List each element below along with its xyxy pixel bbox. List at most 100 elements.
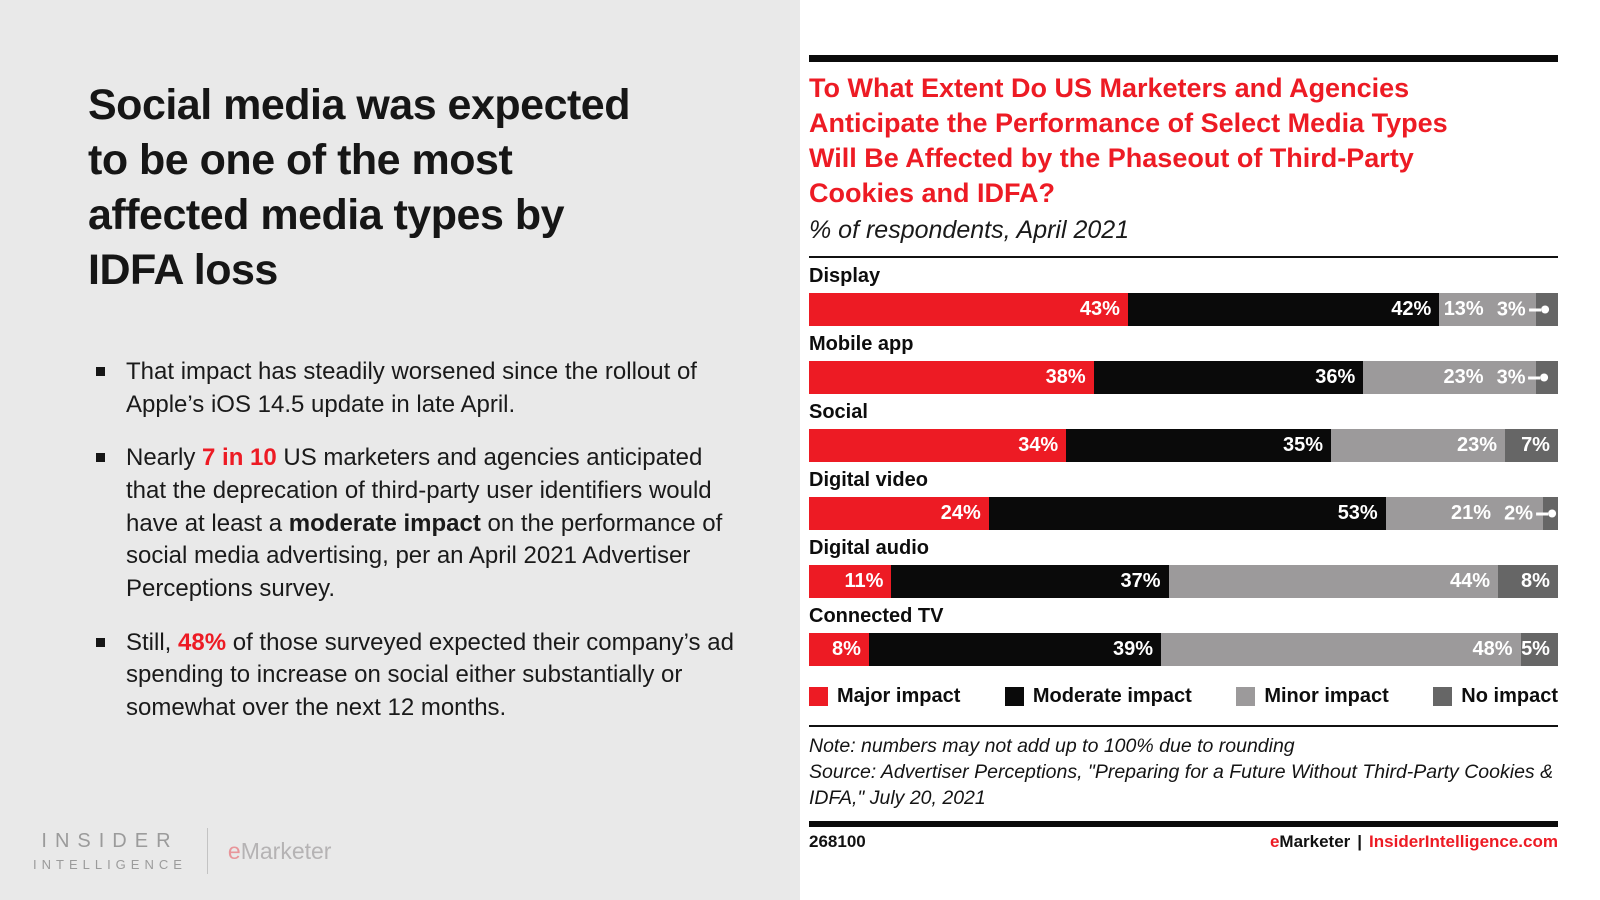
chart-row: Connected TV 8% 39% 48% 5% (809, 605, 1558, 667)
footer-pipe: | (1357, 832, 1363, 852)
bar-segment: 8% (809, 633, 869, 667)
segment-value-label: 43% (1079, 298, 1120, 321)
legend-label: Moderate impact (1032, 685, 1192, 708)
segment-value-label: 48% (1472, 638, 1513, 661)
bar-segment: 23% (1331, 429, 1506, 463)
bar-segment: 3% (1497, 361, 1558, 395)
bar-segment: 48% (1161, 633, 1521, 667)
bullet-item: Still, 48% of those surveyed expected th… (96, 627, 744, 725)
chart-subtitle: % of respondents, April 2021 (809, 216, 1130, 245)
bar-segment: 39% (868, 633, 1162, 667)
leader-line-icon (1536, 512, 1548, 516)
legend-swatch-icon (1004, 687, 1024, 707)
note-rule (809, 725, 1558, 728)
bar-segment: 7% (1505, 429, 1558, 463)
bar-segment: 42% (1127, 293, 1440, 327)
callout-label: 3% (1497, 298, 1549, 321)
bar-segment: 37% (891, 565, 1169, 599)
legend-swatch-icon (1433, 687, 1453, 707)
segment-value-label: 13% (1443, 298, 1484, 321)
top-rule (809, 55, 1558, 62)
chart-note: Note: numbers may not add up to 100% due… (809, 735, 1295, 758)
chart-legend: Major impact Moderate impact Minor impact N… (809, 685, 1558, 708)
bar-segment: 3% (1497, 293, 1558, 327)
segment-value-label: 38% (1045, 366, 1086, 389)
bullet-square-icon (96, 637, 105, 647)
bullet-square-icon (96, 367, 105, 377)
bar-segment: 35% (1066, 429, 1332, 463)
bar-segment: 38% (809, 361, 1094, 395)
bar-segment: 44% (1168, 565, 1499, 599)
segment-value-label: 21% (1450, 502, 1491, 525)
footer-brand: eMarketer | InsiderIntelligence.com (1270, 832, 1558, 852)
category-label: Mobile app (809, 333, 914, 356)
bar-segment: 5% (1520, 633, 1558, 667)
bar-segment: 24% (809, 497, 989, 531)
category-label: Display (809, 265, 881, 288)
footer-rule (809, 821, 1558, 828)
segment-value-label: 23% (1443, 366, 1484, 389)
bar-segment: 8% (1498, 565, 1558, 599)
insider-intelligence-wordmark: INSIDER INTELLIGENCE (33, 830, 187, 872)
bullet-square-icon (96, 453, 105, 463)
callout-label: 3% (1497, 366, 1549, 389)
chart-panel: To What Extent Do US Marketers and Agenc… (800, 0, 1600, 900)
stacked-bar: 38% 36% 23% 3% (809, 361, 1558, 395)
leader-dot-icon (1540, 373, 1549, 382)
legend-item: No impact (1433, 685, 1558, 708)
legend-item: Major impact (809, 685, 960, 708)
legend-label: Minor impact (1264, 685, 1389, 708)
insider-intelligence-link[interactable]: InsiderIntelligence.com (1369, 832, 1558, 852)
logo-divider (206, 828, 208, 874)
segment-value-label: 11% (844, 570, 884, 593)
stacked-bar: 24% 53% 21% 2% (809, 497, 1558, 531)
chart-row: Digital audio 11% 37% 44% 8% (809, 537, 1558, 599)
legend-item: Minor impact (1236, 685, 1389, 708)
bar-segment: 43% (809, 293, 1128, 327)
insider-intelligence-logo: INSIDER INTELLIGENCE eMarketer (33, 828, 331, 874)
chart-row: Mobile app 38% 36% 23% 3% (809, 333, 1558, 395)
category-label: Connected TV (809, 605, 944, 628)
logo-line-insider: INSIDER (41, 830, 179, 852)
bar-segment: 23% (1363, 361, 1536, 395)
legend-label: No impact (1461, 685, 1558, 708)
chart-title: To What Extent Do US Marketers and Agenc… (809, 73, 1448, 209)
bullet-item: Nearly 7 in 10 US marketers and agencies… (96, 442, 744, 605)
segment-value-label: 42% (1391, 298, 1432, 321)
chart-id: 268100 (809, 832, 866, 852)
bar-segment: 2% (1504, 497, 1558, 531)
segment-value-label: 7% (1521, 434, 1550, 457)
chart-row: Social 34% 35% 23% 7% (809, 401, 1558, 463)
chart-rows: Display 43% 42% 13% 3% Mobile app 38% 36% 23% 3% S… (809, 258, 1558, 667)
chart-row: Display 43% 42% 13% 3% (809, 265, 1558, 327)
segment-value-label: 8% (832, 638, 861, 661)
segment-value-label: 24% (940, 502, 981, 525)
category-label: Digital video (809, 469, 928, 492)
segment-value-label: 39% (1112, 638, 1154, 661)
emarketer-e: e (227, 837, 241, 864)
bullet-list: That impact has steadily worsened since … (88, 356, 770, 724)
bar-segment: 13% (1439, 293, 1536, 327)
subtitle-rule (809, 256, 1558, 259)
callout-label: 2% (1504, 502, 1556, 525)
left-panel: Social media was expected to be one of th… (0, 0, 800, 900)
bullet-item: That impact has steadily worsened since … (96, 356, 744, 421)
segment-value-label: 37% (1120, 570, 1161, 593)
stacked-bar: 8% 39% 48% 5% (809, 633, 1558, 667)
stacked-bar: 43% 42% 13% 3% (809, 293, 1558, 327)
leader-dot-icon (1548, 509, 1556, 518)
emarketer-rest: Marketer (240, 837, 332, 864)
leader-line-icon (1528, 376, 1541, 380)
stacked-bar: 11% 37% 44% 8% (809, 565, 1558, 599)
bar-segment: 53% (988, 497, 1386, 531)
chart-footer: 268100 eMarketer | InsiderIntelligence.com (809, 832, 1558, 852)
emarketer-footer-wordmark: eMarketer (1269, 832, 1351, 852)
legend-swatch-icon (809, 687, 828, 707)
segment-value-label: 53% (1337, 502, 1378, 525)
chart-row: Digital video 24% 53% 21% 2% (809, 469, 1558, 531)
category-label: Digital audio (809, 537, 929, 560)
bar-segment: 21% (1385, 497, 1543, 531)
legend-item: Moderate impact (1004, 685, 1192, 708)
segment-value-label: 36% (1315, 366, 1356, 389)
